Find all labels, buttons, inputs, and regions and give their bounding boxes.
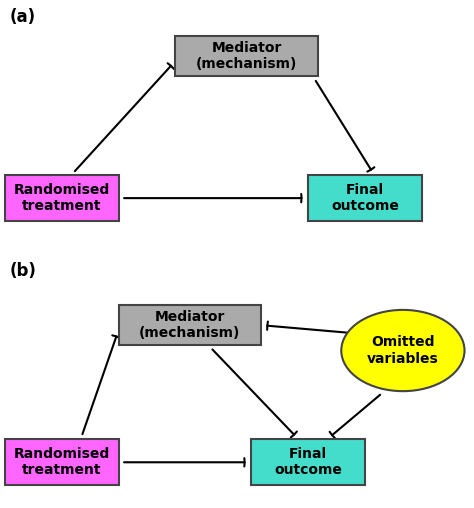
Text: Mediator
(mechanism): Mediator (mechanism) <box>139 310 240 340</box>
FancyBboxPatch shape <box>5 175 118 221</box>
Text: (b): (b) <box>9 262 36 279</box>
Text: (a): (a) <box>9 8 36 25</box>
FancyBboxPatch shape <box>175 36 318 76</box>
FancyBboxPatch shape <box>251 439 365 485</box>
Ellipse shape <box>341 310 465 391</box>
FancyBboxPatch shape <box>308 175 422 221</box>
Text: Randomised
treatment: Randomised treatment <box>13 447 110 478</box>
Text: Mediator
(mechanism): Mediator (mechanism) <box>196 41 297 71</box>
Text: Final
outcome: Final outcome <box>331 183 399 213</box>
Text: Omitted
variables: Omitted variables <box>367 335 439 366</box>
Text: Randomised
treatment: Randomised treatment <box>13 183 110 213</box>
Text: Final
outcome: Final outcome <box>274 447 342 478</box>
FancyBboxPatch shape <box>118 305 261 345</box>
FancyBboxPatch shape <box>5 439 118 485</box>
